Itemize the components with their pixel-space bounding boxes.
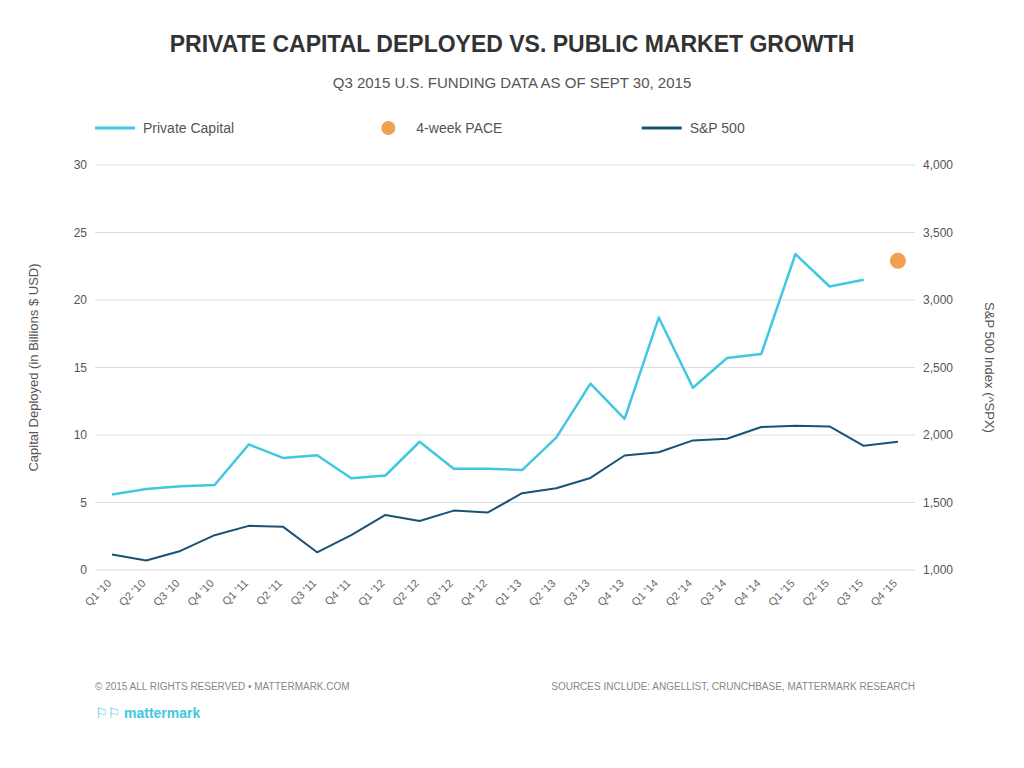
legend-swatch (381, 121, 395, 135)
x-tick-label: Q4 '12 (458, 577, 489, 608)
x-tick-label: Q1 '14 (629, 577, 660, 608)
annotation: © 2015 ALL RIGHTS RESERVED • MATTERMARK.… (95, 681, 350, 692)
x-tick-label: Q3 '14 (697, 577, 728, 608)
x-tick-label: Q3 '15 (834, 577, 865, 608)
x-tick-label: Q4 '14 (731, 577, 762, 608)
y2-tick-label: 3,500 (923, 226, 953, 240)
x-tick-label: Q1 '10 (82, 577, 113, 608)
x-tick-label: Q3 '12 (424, 577, 455, 608)
y-tick-label: 0 (80, 563, 87, 577)
y2-tick-label: 2,500 (923, 361, 953, 375)
y-axis-label: Capital Deployed (in Billions $ USD) (26, 263, 41, 471)
x-tick-label: Q2 '10 (116, 577, 147, 608)
subtitle: Q3 2015 U.S. FUNDING DATA AS OF SEPT 30,… (333, 74, 691, 91)
legend-label: Private Capital (143, 120, 234, 136)
y2-axis-label: S&P 500 Index (^SPX) (982, 302, 997, 433)
annotation: ⚐⚐ mattermark (95, 705, 200, 721)
legend-label: 4-week PACE (416, 120, 502, 136)
y-tick-label: 20 (74, 293, 88, 307)
grid (95, 165, 915, 570)
y2-tick-label: 2,000 (923, 428, 953, 442)
x-tick-label: Q4 '13 (595, 577, 626, 608)
y-tick-label: 5 (80, 496, 87, 510)
legend-swatch (642, 127, 682, 130)
line (112, 426, 898, 561)
y2-tick-label: 1,000 (923, 563, 953, 577)
x-tick-label: Q2 '11 (254, 577, 285, 608)
x-tick-label: Q4 '15 (868, 577, 899, 608)
legend-swatch (95, 127, 135, 130)
x-tick-label: Q1 '12 (356, 577, 387, 608)
x-tick-label: Q4 '11 (322, 577, 353, 608)
grid-line (95, 435, 915, 436)
x-tick-label: Q2 '14 (663, 577, 694, 608)
x-tick-label: Q1 '15 (766, 577, 797, 608)
grid-line (95, 232, 915, 233)
line (112, 254, 864, 494)
chart: PRIVATE CAPITAL DEPLOYED VS. PUBLIC MARK… (0, 0, 1024, 768)
y2-tick-label: 4,000 (923, 158, 953, 172)
x-tick-label: Q1 '13 (492, 577, 523, 608)
y2-tick-label: 1,500 (923, 496, 953, 510)
point (890, 253, 906, 269)
x-tick-label: Q2 '13 (526, 577, 557, 608)
x-tick-label: Q3 '13 (561, 577, 592, 608)
grid-line (95, 165, 915, 166)
x-tick-label: Q4 '10 (185, 577, 216, 608)
y-tick-label: 15 (74, 361, 88, 375)
title: PRIVATE CAPITAL DEPLOYED VS. PUBLIC MARK… (170, 31, 855, 57)
y-tick-label: 10 (74, 428, 88, 442)
grid-line (95, 570, 915, 571)
legend-label: S&P 500 (690, 120, 745, 136)
y2-tick-label: 3,000 (923, 293, 953, 307)
x-tick-label: Q1 '11 (220, 577, 251, 608)
grid-line (95, 367, 915, 368)
x-tick-label: Q3 '10 (151, 577, 182, 608)
x-tick-label: Q2 '12 (390, 577, 421, 608)
x-tick-label: Q2 '15 (800, 577, 831, 608)
annotation: SOURCES INCLUDE: ANGELLIST, CRUNCHBASE, … (551, 681, 915, 692)
grid-line (95, 300, 915, 301)
marks (112, 253, 906, 561)
x-tick-label: Q3 '11 (288, 577, 319, 608)
y-tick-label: 25 (74, 226, 88, 240)
legend: Private Capital 4-week PACE S&P 500 (95, 120, 745, 136)
y-tick-label: 30 (74, 158, 88, 172)
